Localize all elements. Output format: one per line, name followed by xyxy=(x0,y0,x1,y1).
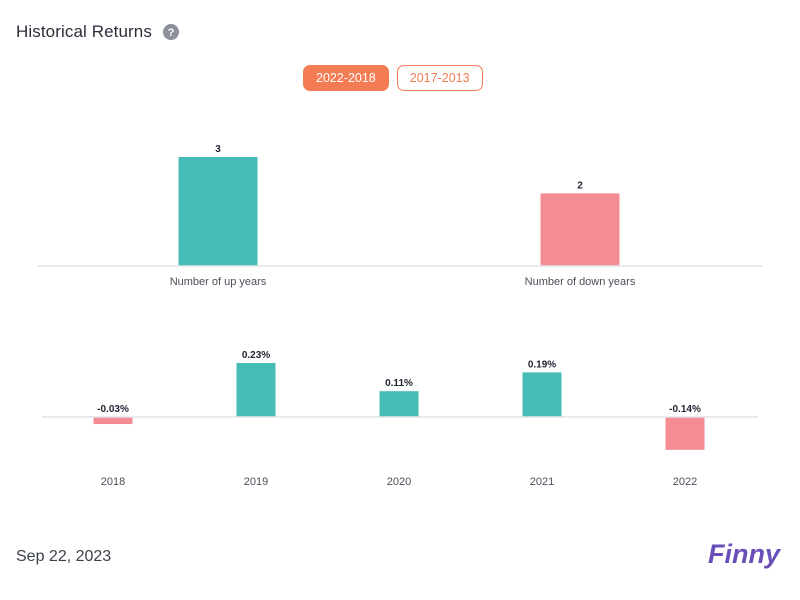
page-title: Historical Returns xyxy=(16,22,152,41)
data-label-2019: 0.23% xyxy=(242,350,270,361)
data-label-number-of-up-years: 3 xyxy=(215,144,221,155)
as-of-date: Sep 22, 2023 xyxy=(16,548,112,565)
returns-charts: 3 Number of up years 2 Number of down years… xyxy=(38,144,762,488)
finny-logo: Finny xyxy=(708,539,782,569)
year-label-2019: 2019 xyxy=(244,476,268,488)
svg-text:?: ? xyxy=(168,27,175,39)
year-label-2021: 2021 xyxy=(530,476,554,488)
bar-2019[interactable] xyxy=(236,363,276,417)
tab-2017-2013[interactable]: 2017-2013 xyxy=(396,65,483,91)
bar-2020[interactable] xyxy=(379,391,419,417)
year-label-2018: 2018 xyxy=(101,476,125,488)
bar-2021[interactable] xyxy=(522,372,562,417)
category-label-number-of-down-years: Number of down years xyxy=(525,276,636,288)
finny-logo-text: Finny xyxy=(708,539,782,569)
bar-2018[interactable] xyxy=(93,417,133,425)
question-circle-icon[interactable]: ? xyxy=(163,24,179,40)
data-label-2020: 0.11% xyxy=(385,378,413,389)
bar-2022[interactable] xyxy=(665,417,705,450)
data-label-2021: 0.19% xyxy=(528,359,556,370)
data-label-2018: -0.03% xyxy=(97,404,129,415)
data-label-2022: -0.14% xyxy=(669,404,701,415)
year-label-2022: 2022 xyxy=(673,476,697,488)
data-label-number-of-down-years: 2 xyxy=(577,180,583,191)
bar-number-of-up-years[interactable] xyxy=(178,157,258,266)
bar-number-of-down-years[interactable] xyxy=(540,193,620,266)
year-label-2020: 2020 xyxy=(387,476,411,488)
category-label-number-of-up-years: Number of up years xyxy=(170,276,267,288)
up-down-years-chart: 3 Number of up years 2 Number of down years xyxy=(38,144,762,288)
tab-2022-2018[interactable]: 2022-2018 xyxy=(303,65,389,91)
period-tabs: 2022-2018 2017-2013 xyxy=(303,65,483,91)
annual-returns-chart: -0.03% 2018 0.23% 2019 0.11% 2020 0.19% 2021 -0.… xyxy=(42,350,758,488)
